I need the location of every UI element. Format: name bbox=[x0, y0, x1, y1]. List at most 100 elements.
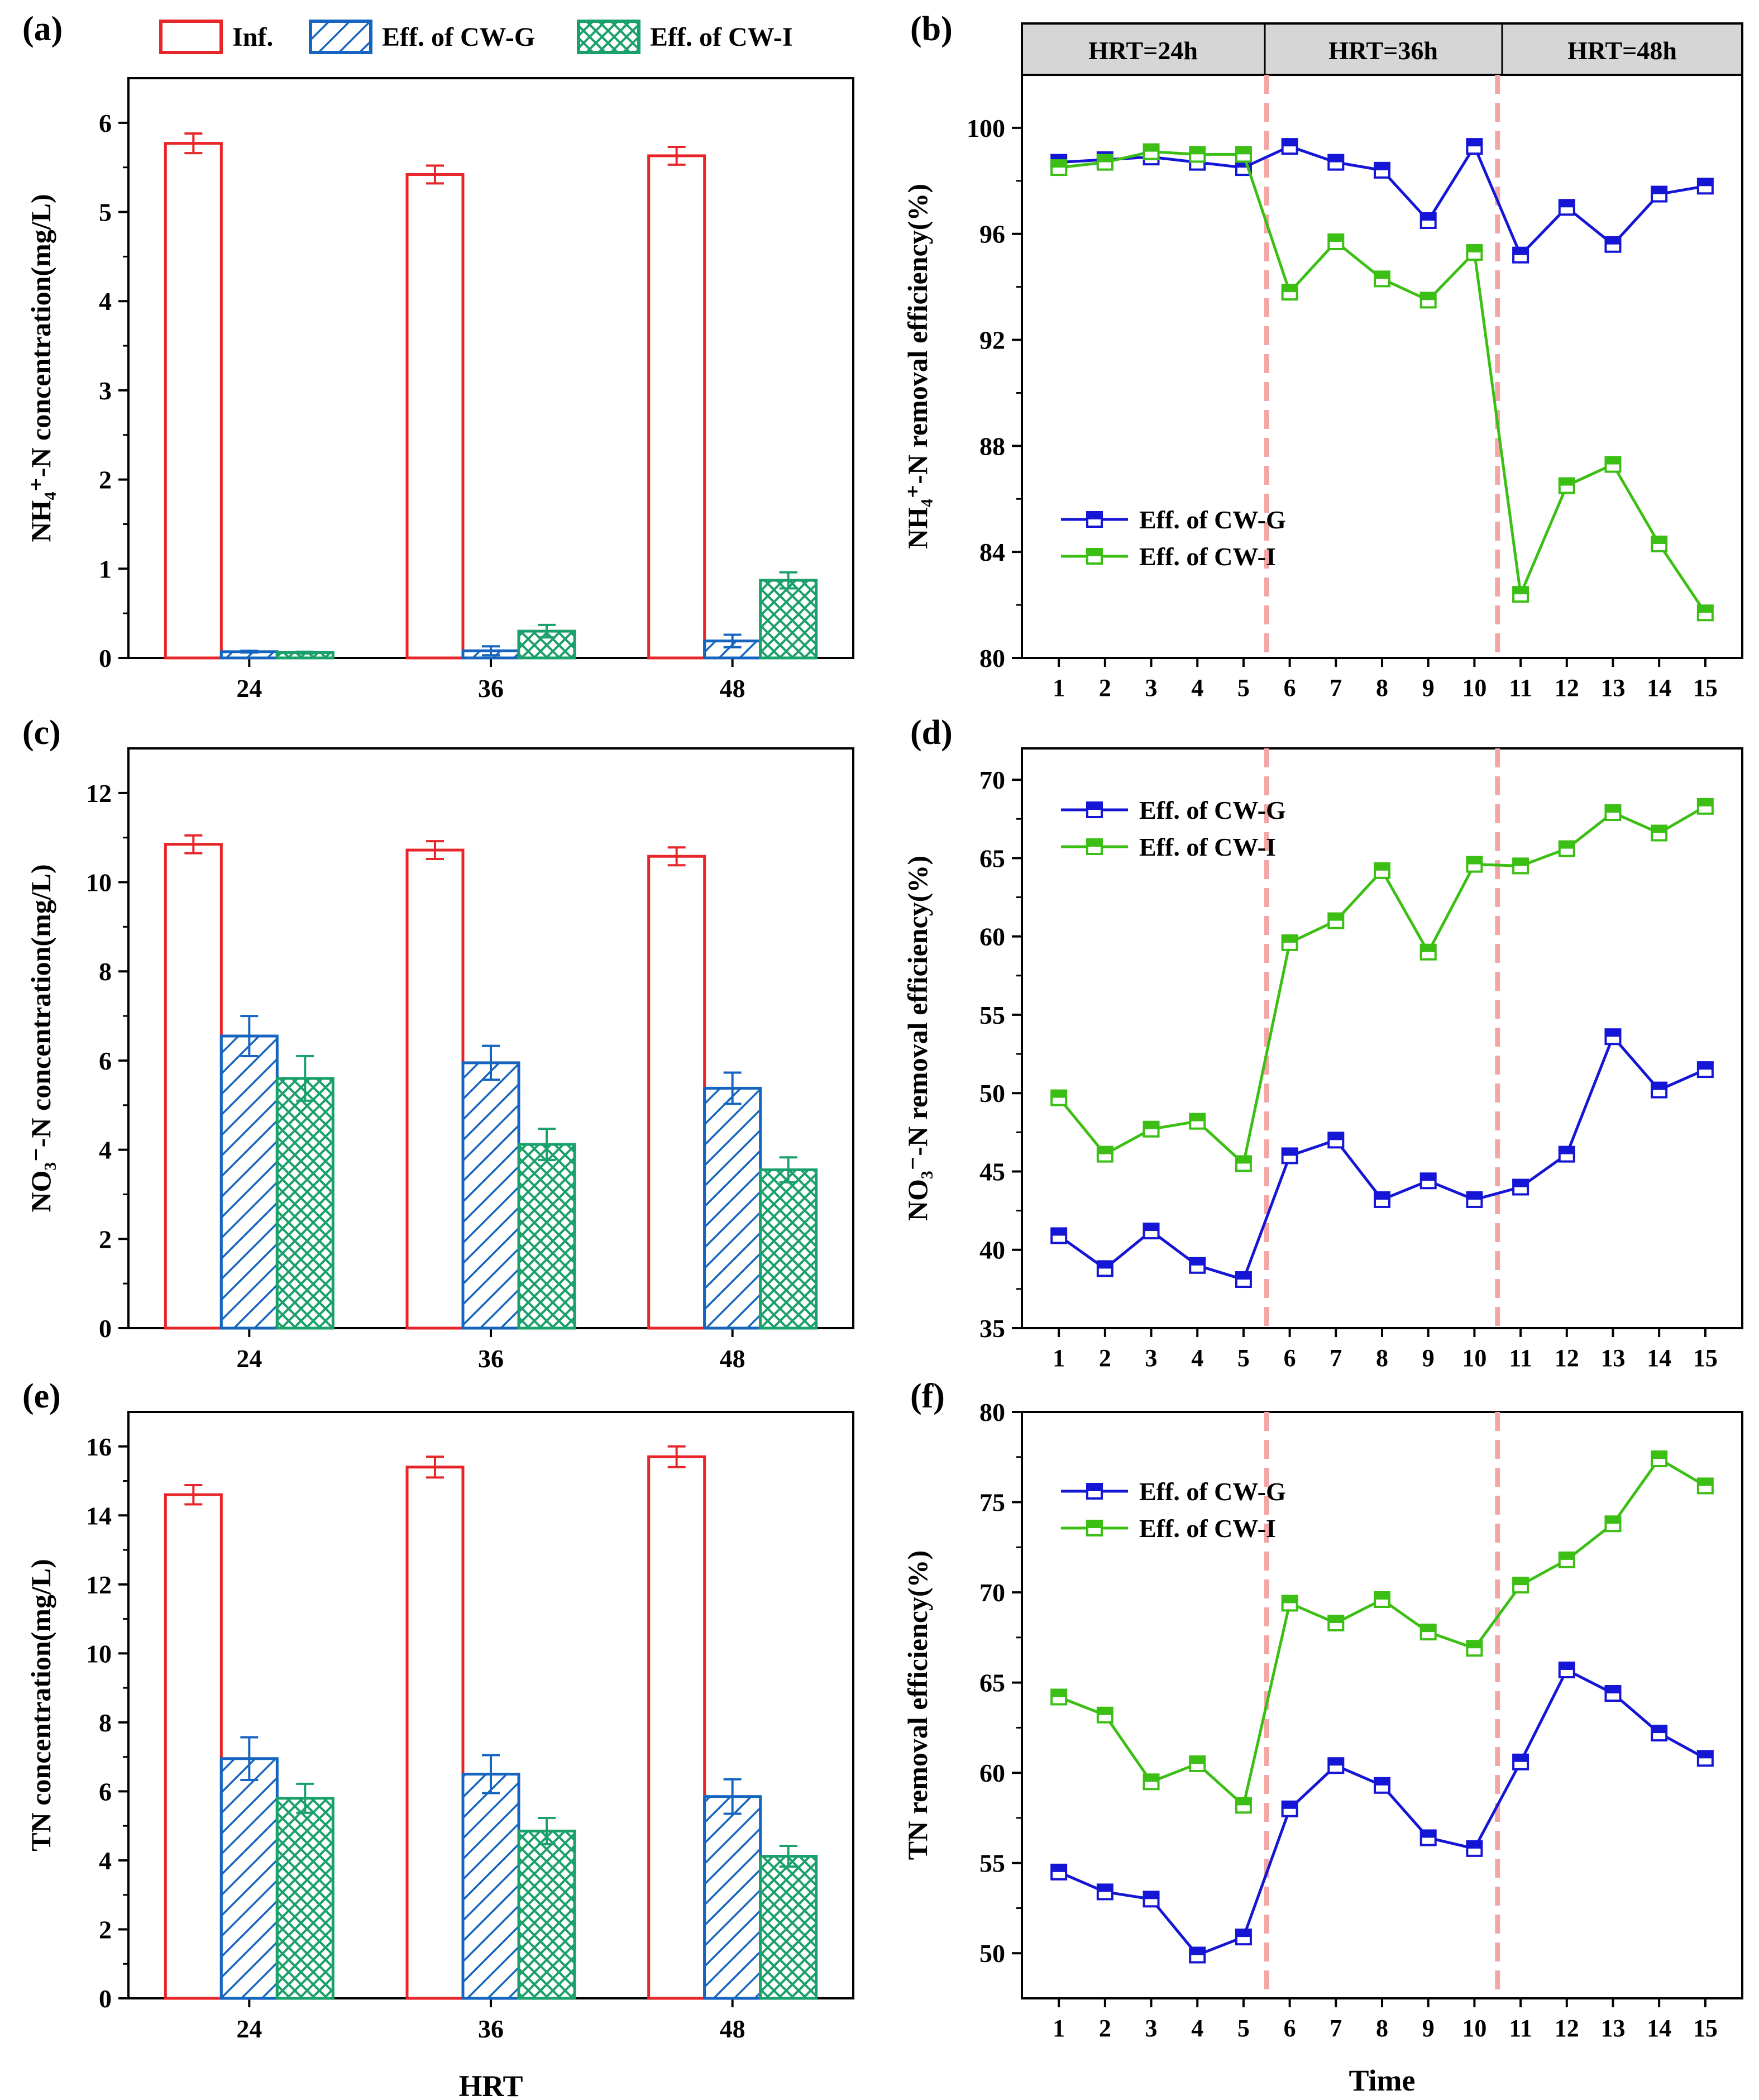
bar-c-s0-c0 bbox=[164, 843, 223, 1330]
point-fill-d-s1-5 bbox=[1282, 935, 1297, 943]
x-tick-label: 8 bbox=[1376, 2015, 1388, 2042]
point-fill-b-s1-9 bbox=[1467, 245, 1482, 252]
y-tick-label: 60 bbox=[979, 923, 1005, 951]
x-tick-label: 8 bbox=[1376, 1344, 1388, 1372]
point-fill-d-s1-14 bbox=[1698, 799, 1713, 806]
point-fill-d-s0-5 bbox=[1282, 1148, 1297, 1156]
point-fill-d-s1-11 bbox=[1559, 841, 1574, 849]
x-tick-label: 11 bbox=[1509, 2015, 1532, 2042]
bar-e-s2-c0 bbox=[275, 1797, 334, 2000]
point-fill-f-s0-1 bbox=[1097, 1884, 1112, 1892]
x-tick-label: 10 bbox=[1462, 2015, 1486, 2042]
point-fill-d-s0-14 bbox=[1698, 1062, 1713, 1070]
point-fill-b-s1-11 bbox=[1559, 478, 1574, 486]
x-tick-label: 15 bbox=[1693, 1344, 1718, 1372]
y-tick-label: 0 bbox=[99, 644, 112, 672]
x-tick-label: 5 bbox=[1237, 1344, 1250, 1372]
y-tick-label: 100 bbox=[967, 114, 1005, 142]
legend-label: Eff. of CW-I bbox=[1139, 833, 1276, 861]
point-fill-b-s0-13 bbox=[1652, 187, 1667, 194]
point-fill-f-s0-8 bbox=[1421, 1830, 1436, 1838]
x-tick-label: 3 bbox=[1145, 2015, 1158, 2042]
bar-a-s0-c0 bbox=[164, 142, 223, 660]
x-tick-label: 2 bbox=[1099, 1344, 1111, 1372]
bar-e-s2-c1 bbox=[517, 1829, 576, 2000]
legend-swatch-cwi bbox=[577, 20, 640, 54]
bar-e-s0-c1 bbox=[405, 1466, 465, 2000]
point-fill-f-s1-6 bbox=[1328, 1616, 1344, 1623]
point-fill-d-s0-4 bbox=[1236, 1272, 1251, 1280]
bar-a-s0-c2 bbox=[647, 154, 706, 660]
series-line-d-0 bbox=[1058, 1034, 1706, 1282]
point-fill-f-s0-10 bbox=[1513, 1754, 1528, 1762]
panel-a-bar-chart: (a) 0 1 2 3 4 5 6 NH₄⁺-N concentration(mg/L) 24 36… bbox=[22, 10, 854, 703]
point-fill-f-s1-9 bbox=[1467, 1641, 1482, 1649]
point-fill-b-s1-12 bbox=[1605, 457, 1621, 465]
legend-marker-fill bbox=[1087, 1521, 1102, 1528]
point-fill-b-s1-13 bbox=[1652, 536, 1667, 544]
point-fill-f-s0-0 bbox=[1051, 1864, 1067, 1872]
plot-frame bbox=[1021, 747, 1743, 1329]
y-tick-label: 70 bbox=[979, 1578, 1005, 1607]
point-fill-d-s1-8 bbox=[1421, 944, 1436, 952]
panel-label: (a) bbox=[22, 10, 63, 48]
x-tick-label: 4 bbox=[1191, 1344, 1203, 1372]
x-tick-label: 13 bbox=[1600, 674, 1625, 701]
y-tick-label: 84 bbox=[979, 538, 1005, 566]
legend-label: Eff. of CW-G bbox=[1139, 1477, 1286, 1506]
hrt-header-box bbox=[1021, 22, 1743, 76]
x-tick-label: 24 bbox=[236, 674, 262, 703]
legend-marker-fill bbox=[1087, 549, 1102, 556]
point-fill-b-s0-6 bbox=[1328, 155, 1344, 163]
x-tick-label: 36 bbox=[478, 2015, 504, 2043]
y-tick-label: 10 bbox=[86, 1639, 112, 1668]
y-tick-label: 8 bbox=[99, 957, 112, 986]
point-fill-f-s1-0 bbox=[1051, 1689, 1067, 1697]
point-fill-f-s1-2 bbox=[1144, 1774, 1159, 1782]
bar-c-s1-c1 bbox=[461, 1061, 520, 1330]
y-axis-label: TN concentration(mg/L) bbox=[25, 1559, 56, 1851]
x-tick-label: 10 bbox=[1462, 674, 1486, 701]
point-fill-f-s1-12 bbox=[1605, 1516, 1621, 1524]
bar-e-s0-c0 bbox=[164, 1493, 223, 2000]
point-fill-f-s0-6 bbox=[1328, 1758, 1344, 1766]
point-fill-d-s1-2 bbox=[1144, 1121, 1159, 1129]
panel-label: (b) bbox=[910, 10, 953, 48]
panel-label: (f) bbox=[910, 1377, 945, 1415]
x-axis-label: Time bbox=[1349, 2064, 1416, 2097]
legend-label-cwg: Eff. of CW-G bbox=[382, 22, 535, 52]
x-tick-label: 1 bbox=[1053, 1344, 1065, 1372]
hrt-header-24: HRT=24h bbox=[1088, 36, 1198, 65]
point-fill-d-s0-1 bbox=[1097, 1261, 1112, 1269]
y-tick-label: 12 bbox=[86, 1571, 112, 1599]
bar-c-s0-c1 bbox=[405, 848, 465, 1330]
bar-c-s2-c0 bbox=[275, 1077, 334, 1330]
y-tick-label: 40 bbox=[979, 1236, 1005, 1264]
y-tick-label: 45 bbox=[979, 1157, 1005, 1186]
hrt-header-48: HRT=48h bbox=[1567, 36, 1677, 65]
x-tick-label: 7 bbox=[1330, 674, 1342, 701]
bar-e-s1-c2 bbox=[703, 1795, 762, 2000]
point-fill-d-s1-12 bbox=[1605, 805, 1621, 813]
legend-marker-fill bbox=[1087, 839, 1102, 847]
bar-c-s1-c0 bbox=[219, 1034, 279, 1330]
y-tick-label: 8 bbox=[99, 1708, 112, 1737]
x-tick-label: 9 bbox=[1422, 2015, 1435, 2042]
y-tick-label: 55 bbox=[979, 1001, 1005, 1029]
y-tick-label: 0 bbox=[99, 1314, 112, 1343]
y-tick-label: 2 bbox=[99, 1915, 112, 1944]
x-tick-label: 6 bbox=[1284, 1344, 1296, 1372]
top-legend: Inf. Eff. of CW-G Eff. of CW-I bbox=[159, 20, 793, 54]
bar-e-s1-c1 bbox=[461, 1773, 520, 2000]
x-tick-label: 48 bbox=[720, 1344, 745, 1373]
point-fill-d-s1-9 bbox=[1467, 857, 1482, 865]
x-tick-label: 12 bbox=[1555, 1344, 1579, 1372]
point-fill-d-s1-1 bbox=[1097, 1147, 1112, 1154]
x-tick-label: 14 bbox=[1647, 674, 1671, 701]
point-fill-f-s0-2 bbox=[1144, 1892, 1159, 1899]
point-fill-b-s1-7 bbox=[1375, 271, 1389, 279]
point-fill-f-s0-7 bbox=[1375, 1778, 1389, 1786]
legend-swatch-inf bbox=[159, 20, 223, 54]
point-fill-b-s1-4 bbox=[1236, 147, 1251, 155]
